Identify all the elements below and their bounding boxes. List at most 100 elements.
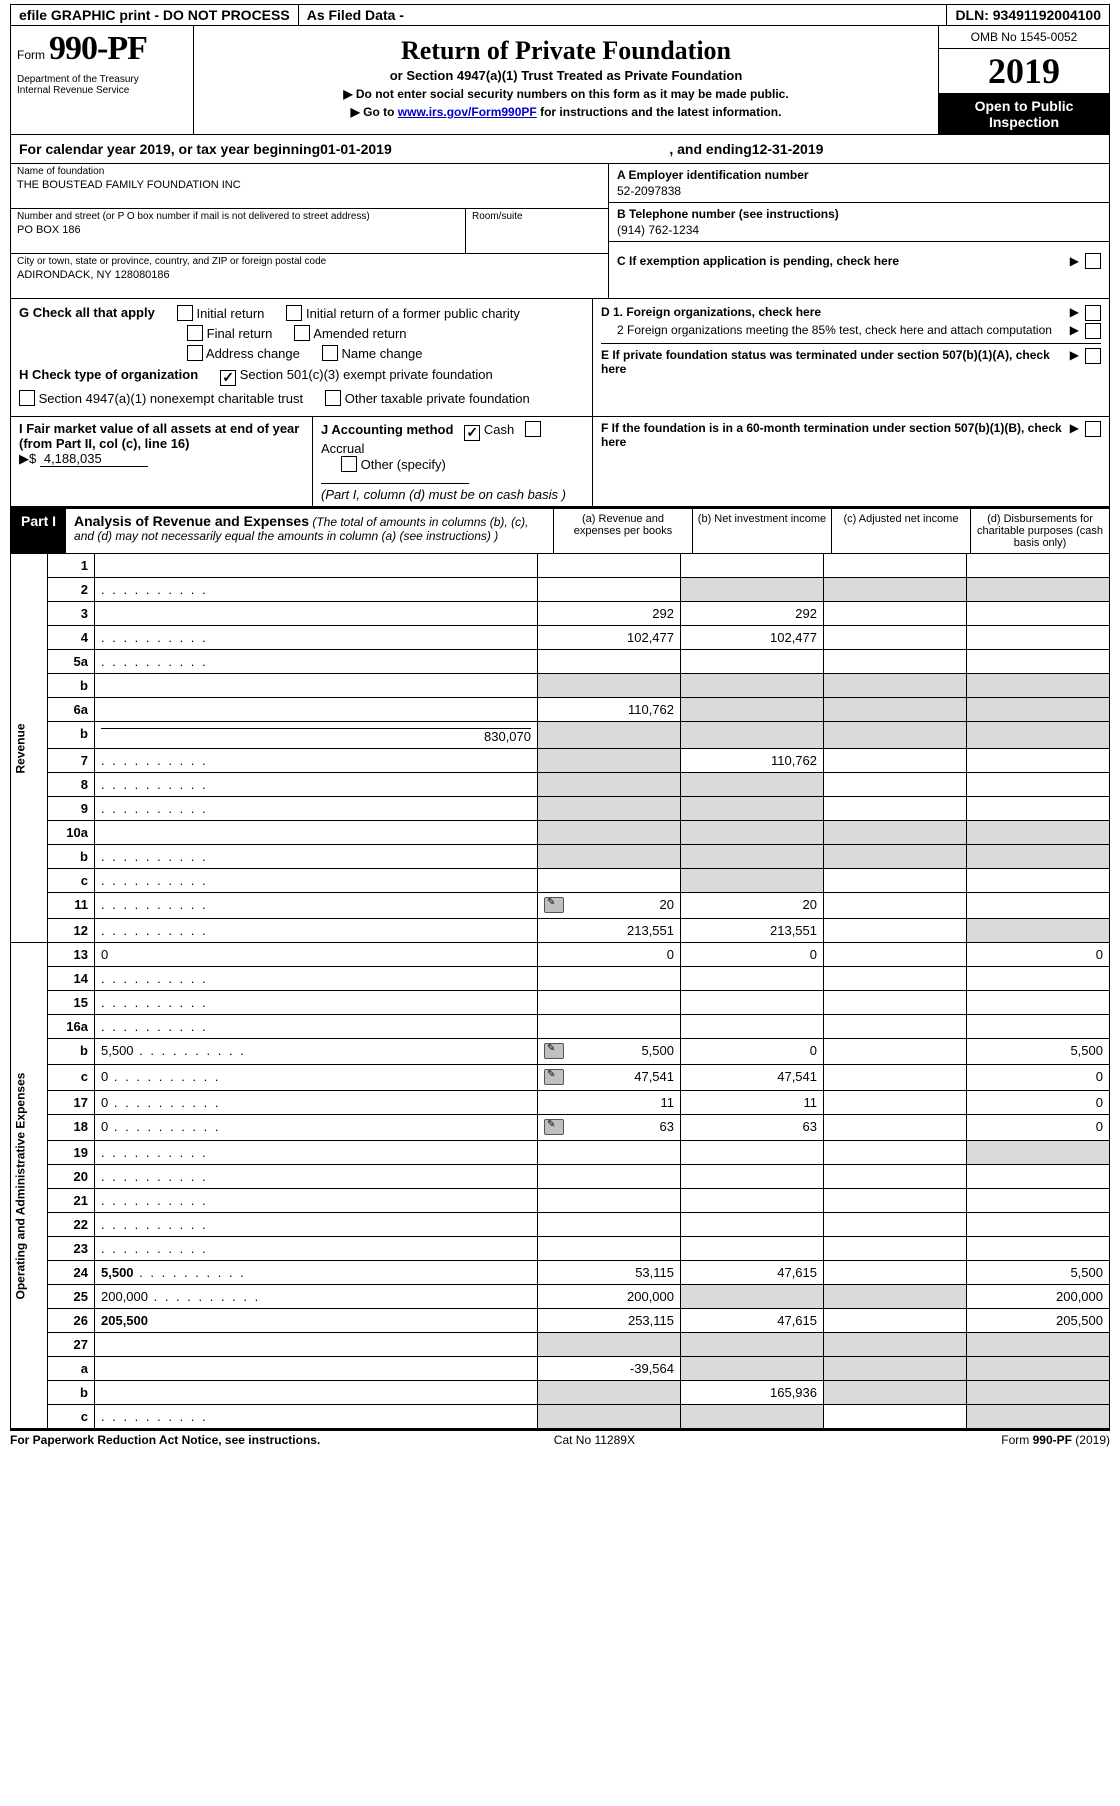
value-col-a bbox=[538, 578, 681, 602]
value-col-c bbox=[824, 1039, 967, 1065]
line-number: 18 bbox=[48, 1115, 95, 1141]
schedule-icon[interactable] bbox=[544, 1119, 564, 1135]
irs-link[interactable]: www.irs.gov/Form990PF bbox=[398, 105, 537, 119]
line-description bbox=[95, 1381, 538, 1405]
value-col-b: 110,762 bbox=[681, 749, 824, 773]
value-col-d: 5,500 bbox=[967, 1261, 1110, 1285]
line-description bbox=[95, 578, 538, 602]
value-col-a bbox=[538, 797, 681, 821]
value-col-d bbox=[967, 1237, 1110, 1261]
value-col-b bbox=[681, 650, 824, 674]
line-description: 5,500 bbox=[95, 1039, 538, 1065]
j-other[interactable] bbox=[341, 456, 357, 472]
g-final-return[interactable] bbox=[187, 325, 203, 341]
line-description: 0 bbox=[95, 1065, 538, 1091]
value-col-c bbox=[824, 821, 967, 845]
line-number: 10a bbox=[48, 821, 95, 845]
h-501c3[interactable] bbox=[220, 370, 236, 386]
f-checkbox[interactable] bbox=[1085, 421, 1101, 437]
value-col-c bbox=[824, 1065, 967, 1091]
e-checkbox[interactable] bbox=[1085, 348, 1101, 364]
value-col-b bbox=[681, 1285, 824, 1309]
line-number: 4 bbox=[48, 626, 95, 650]
d1-checkbox[interactable] bbox=[1085, 305, 1101, 321]
value-col-c bbox=[824, 749, 967, 773]
value-col-b: 0 bbox=[681, 1039, 824, 1065]
exemption-checkbox[interactable] bbox=[1085, 253, 1101, 269]
j-accrual[interactable] bbox=[525, 421, 541, 437]
line-description: 0 bbox=[95, 943, 538, 967]
value-col-c bbox=[824, 1165, 967, 1189]
g-amended-return[interactable] bbox=[294, 325, 310, 341]
value-col-a bbox=[538, 1189, 681, 1213]
value-col-a: -39,564 bbox=[538, 1357, 681, 1381]
value-col-b bbox=[681, 1189, 824, 1213]
col-a-header: (a) Revenue and expenses per books bbox=[554, 509, 693, 553]
value-col-a bbox=[538, 821, 681, 845]
line-description: 0 bbox=[95, 1115, 538, 1141]
line-description bbox=[95, 554, 538, 578]
line-number: c bbox=[48, 869, 95, 893]
g-initial-return-former[interactable] bbox=[286, 305, 302, 321]
value-col-d bbox=[967, 1381, 1110, 1405]
value-col-a: 5,500 bbox=[538, 1039, 681, 1065]
value-col-a bbox=[538, 1333, 681, 1357]
tax-year: 2019 bbox=[939, 49, 1109, 94]
value-col-b: 102,477 bbox=[681, 626, 824, 650]
g-name-change[interactable] bbox=[322, 345, 338, 361]
form-990pf: 990-PF bbox=[49, 30, 147, 68]
value-col-a bbox=[538, 1141, 681, 1165]
value-col-d bbox=[967, 991, 1110, 1015]
value-col-b bbox=[681, 845, 824, 869]
line-description bbox=[95, 626, 538, 650]
schedule-icon[interactable] bbox=[544, 1069, 564, 1085]
line-description bbox=[95, 991, 538, 1015]
value-col-c bbox=[824, 1405, 967, 1429]
section-g-d: G Check all that apply Initial return In… bbox=[10, 298, 1110, 417]
line-number: 14 bbox=[48, 967, 95, 991]
line-number: 12 bbox=[48, 919, 95, 943]
line-number: 11 bbox=[48, 893, 95, 919]
value-col-a bbox=[538, 845, 681, 869]
line-number: 5a bbox=[48, 650, 95, 674]
value-col-c bbox=[824, 893, 967, 919]
value-col-a bbox=[538, 1015, 681, 1039]
value-col-b bbox=[681, 991, 824, 1015]
g-initial-return[interactable] bbox=[177, 305, 193, 321]
line-number: b bbox=[48, 845, 95, 869]
value-col-a bbox=[538, 991, 681, 1015]
value-col-d: 5,500 bbox=[967, 1039, 1110, 1065]
value-col-a bbox=[538, 1237, 681, 1261]
d2-checkbox[interactable] bbox=[1085, 323, 1101, 339]
line-description: 200,000 bbox=[95, 1285, 538, 1309]
value-col-b bbox=[681, 554, 824, 578]
address-cell: Number and street (or P O box number if … bbox=[11, 209, 466, 253]
h-other-taxable[interactable] bbox=[325, 390, 341, 406]
line-description bbox=[95, 919, 538, 943]
value-col-c bbox=[824, 1309, 967, 1333]
schedule-icon[interactable] bbox=[544, 1043, 564, 1059]
value-col-d: 0 bbox=[967, 1091, 1110, 1115]
section-i-j-f: I Fair market value of all assets at end… bbox=[10, 417, 1110, 507]
value-col-c bbox=[824, 1237, 967, 1261]
value-col-d bbox=[967, 1333, 1110, 1357]
value-col-b bbox=[681, 773, 824, 797]
value-col-a: 47,541 bbox=[538, 1065, 681, 1091]
value-col-c bbox=[824, 1213, 967, 1237]
g-address-change[interactable] bbox=[187, 345, 203, 361]
section-sidebar: Operating and Administrative Expenses bbox=[11, 943, 48, 1429]
h-4947[interactable] bbox=[19, 390, 35, 406]
j-cash[interactable] bbox=[464, 425, 480, 441]
line-description bbox=[95, 602, 538, 626]
value-col-a: 53,115 bbox=[538, 1261, 681, 1285]
value-col-a: 63 bbox=[538, 1115, 681, 1141]
schedule-icon[interactable] bbox=[544, 897, 564, 913]
value-col-c bbox=[824, 1333, 967, 1357]
telephone-cell: B Telephone number (see instructions) (9… bbox=[609, 203, 1109, 242]
form-title-block: Return of Private Foundation or Section … bbox=[194, 26, 938, 134]
line-number: c bbox=[48, 1405, 95, 1429]
value-col-b: 213,551 bbox=[681, 919, 824, 943]
line-number: 16a bbox=[48, 1015, 95, 1039]
line-number: 20 bbox=[48, 1165, 95, 1189]
value-col-c bbox=[824, 698, 967, 722]
